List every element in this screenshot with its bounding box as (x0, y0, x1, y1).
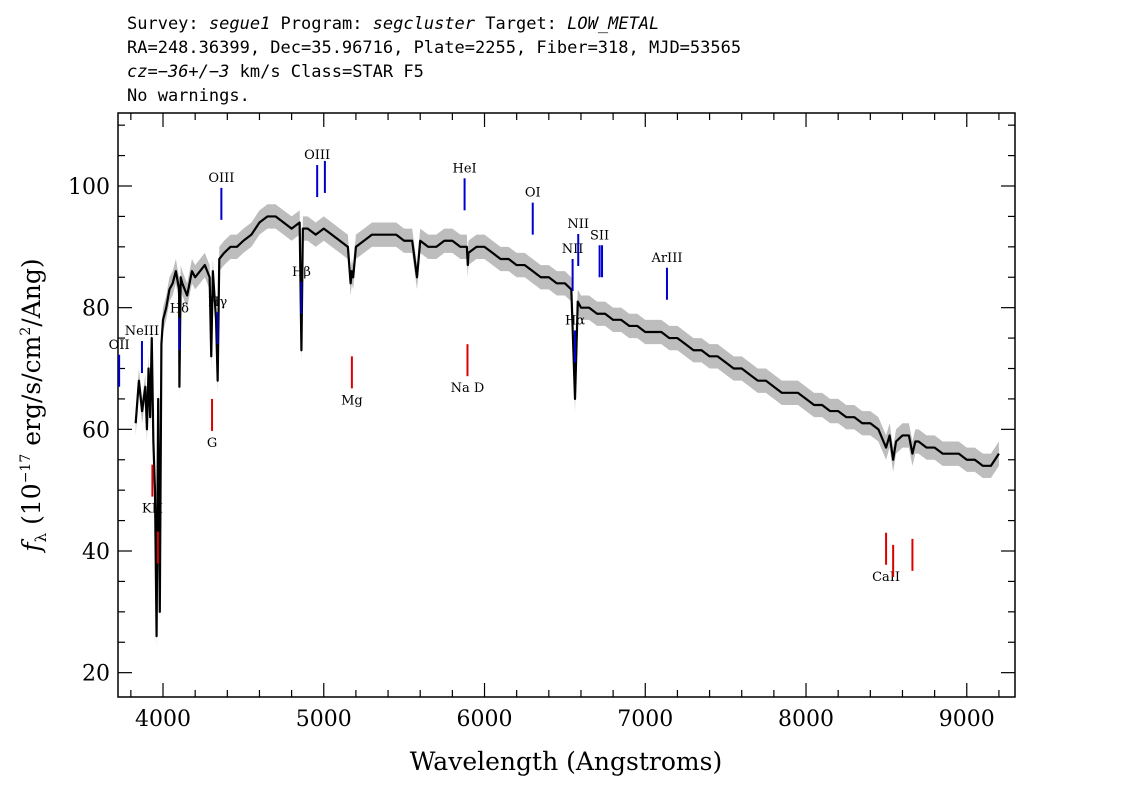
x-tick-label: 7000 (617, 707, 673, 732)
y-axis-title: fλ (10−17 erg/s/cm2/Ang) (17, 258, 50, 553)
class-text: km/s Class=STAR F5 (229, 62, 424, 82)
emission-line-label: NII (567, 217, 589, 232)
flux-series (134, 215, 1000, 638)
x-tick-label: 6000 (457, 707, 513, 732)
x-tick-label: 4000 (135, 707, 191, 732)
absorption-line-label: Mg (341, 393, 363, 408)
program-prefix: Program: (270, 14, 373, 34)
absorption-line-label: G (207, 436, 217, 451)
error-band-area (135, 204, 999, 649)
header-line-redshift: cz=−36+/−3 km/s Class=STAR F5 (127, 60, 741, 84)
emission-line-label: OIII (304, 148, 330, 163)
emission-line-label: NII (562, 242, 584, 257)
error-band (135, 204, 999, 649)
absorption-line-label: CaII (872, 570, 900, 585)
plot-frame (117, 112, 1016, 698)
header-line-survey: Survey: segue1 Program: segcluster Targe… (127, 12, 741, 36)
survey-value: segue1 (208, 14, 271, 34)
y-tick-label: 60 (82, 418, 110, 443)
target-prefix: Target: (475, 14, 568, 34)
cz-value: =−36+/−3 (147, 62, 230, 82)
x-tick-label: 5000 (296, 707, 352, 732)
x-axis-title: Wavelength (Angstroms) (410, 747, 722, 776)
emission-line-label: Hδ (170, 301, 189, 316)
absorption-line-label: KH (142, 502, 163, 517)
survey-prefix: Survey: (127, 14, 209, 34)
emission-line-label: OI (525, 186, 541, 201)
y-tick-label: 100 (68, 175, 110, 200)
emission-line-label: Hβ (292, 265, 311, 280)
emission-line-label: ArIII (650, 251, 682, 266)
absorption-line-label: Na D (451, 381, 485, 396)
cz-symbol: cz (127, 62, 148, 82)
emission-line-label: HeI (452, 161, 476, 176)
header-line-warnings: No warnings. (127, 86, 250, 106)
axis-tick-labels: 4000 5000 6000 7000 8000 9000 20 40 60 80 100 (68, 175, 995, 732)
axis-ticks (118, 113, 1015, 697)
spectrum-header: Survey: segue1 Program: segcluster Targe… (127, 12, 741, 108)
header-line-coordinates: RA=248.36399, Dec=35.96716, Plate=2255, … (127, 38, 742, 58)
emission-line-label: Hα (565, 313, 585, 328)
x-tick-label: 8000 (778, 707, 834, 732)
emission-line-label: SII (590, 228, 609, 243)
emission-line-label: Hγ (208, 295, 227, 310)
emission-line-label: OIII (208, 171, 234, 186)
y-tick-label: 40 (82, 540, 110, 565)
program-value: segcluster (372, 14, 476, 34)
y-tick-label: 20 (82, 662, 110, 687)
emission-line-label: NeIII (125, 324, 159, 339)
y-tick-label: 80 (82, 297, 110, 322)
flux-line (134, 215, 1000, 638)
emission-line-label: OII (109, 338, 130, 353)
x-tick-label: 9000 (939, 707, 995, 732)
target-value: LOW_METAL (567, 14, 660, 34)
